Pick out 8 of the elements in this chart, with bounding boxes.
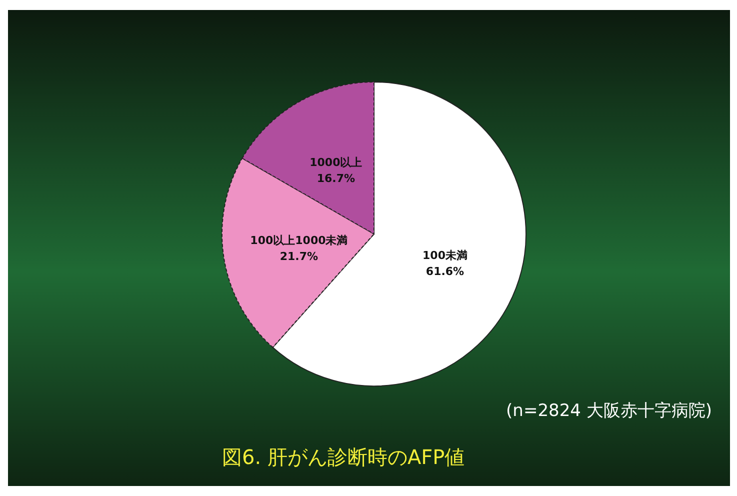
text: 図6. 肝がん診断時のAFP値	[222, 445, 465, 469]
data-label: 61.6%	[426, 265, 464, 278]
text: (n=2824 大阪赤十字病院)	[506, 401, 712, 421]
data-label: 16.7%	[316, 172, 356, 186]
slice-label: 1000以上	[310, 156, 362, 170]
slice-label: 100以上1000未満	[250, 234, 348, 248]
slice-label: 100未満	[422, 249, 468, 262]
data-label: 21.7%	[280, 250, 318, 264]
